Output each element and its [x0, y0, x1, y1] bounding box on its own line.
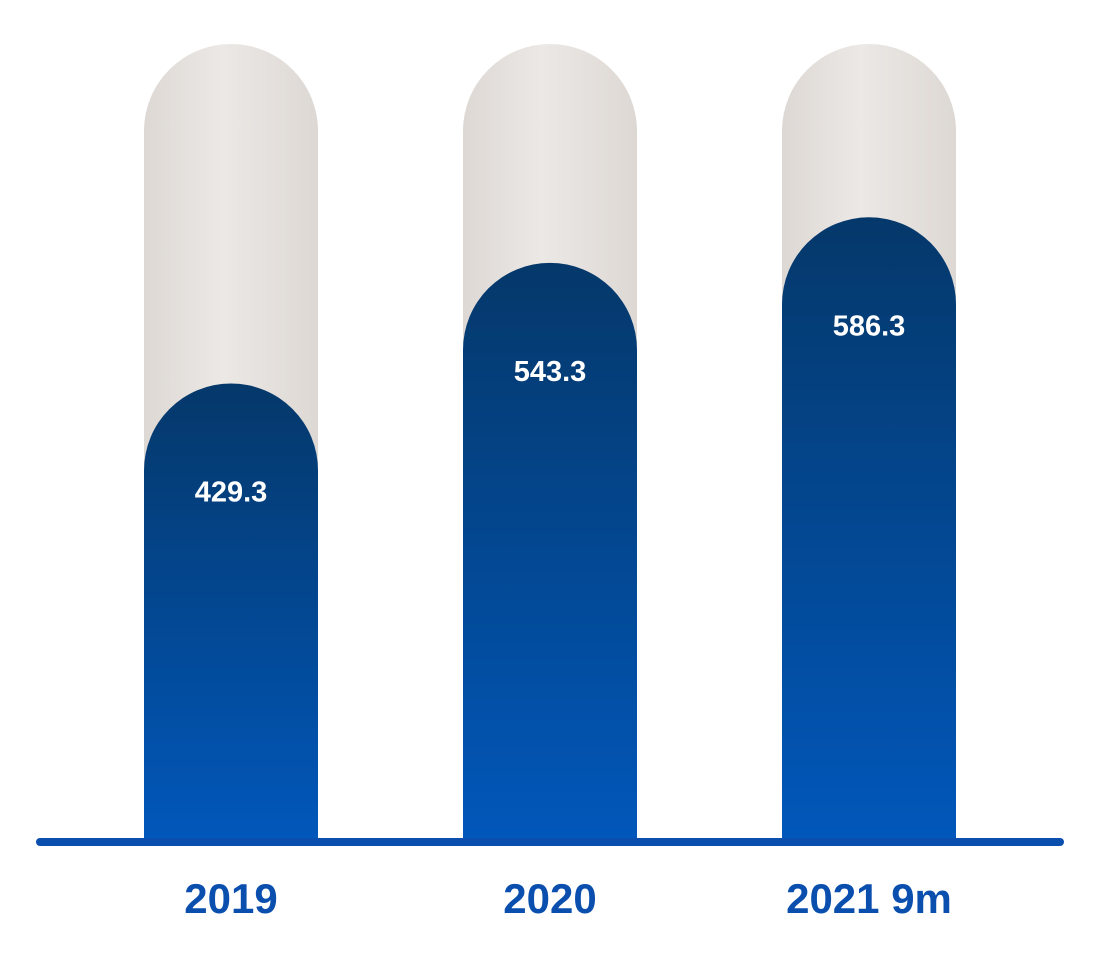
value-label: 429.3: [195, 477, 268, 509]
bars: [144, 217, 956, 839]
category-label: 2020: [503, 875, 596, 922]
bar-2020: [463, 262, 637, 838]
value-label: 586.3: [833, 310, 906, 342]
bar-2021-9m: [782, 217, 956, 839]
category-label: 2019: [184, 875, 277, 922]
value-label: 543.3: [514, 356, 587, 388]
category-labels: 2019 2020 2021 9m: [184, 875, 952, 922]
category-label: 2021 9m: [786, 875, 952, 922]
value-labels: 429.3 543.3 586.3: [195, 310, 906, 508]
bar-2019: [144, 383, 318, 838]
